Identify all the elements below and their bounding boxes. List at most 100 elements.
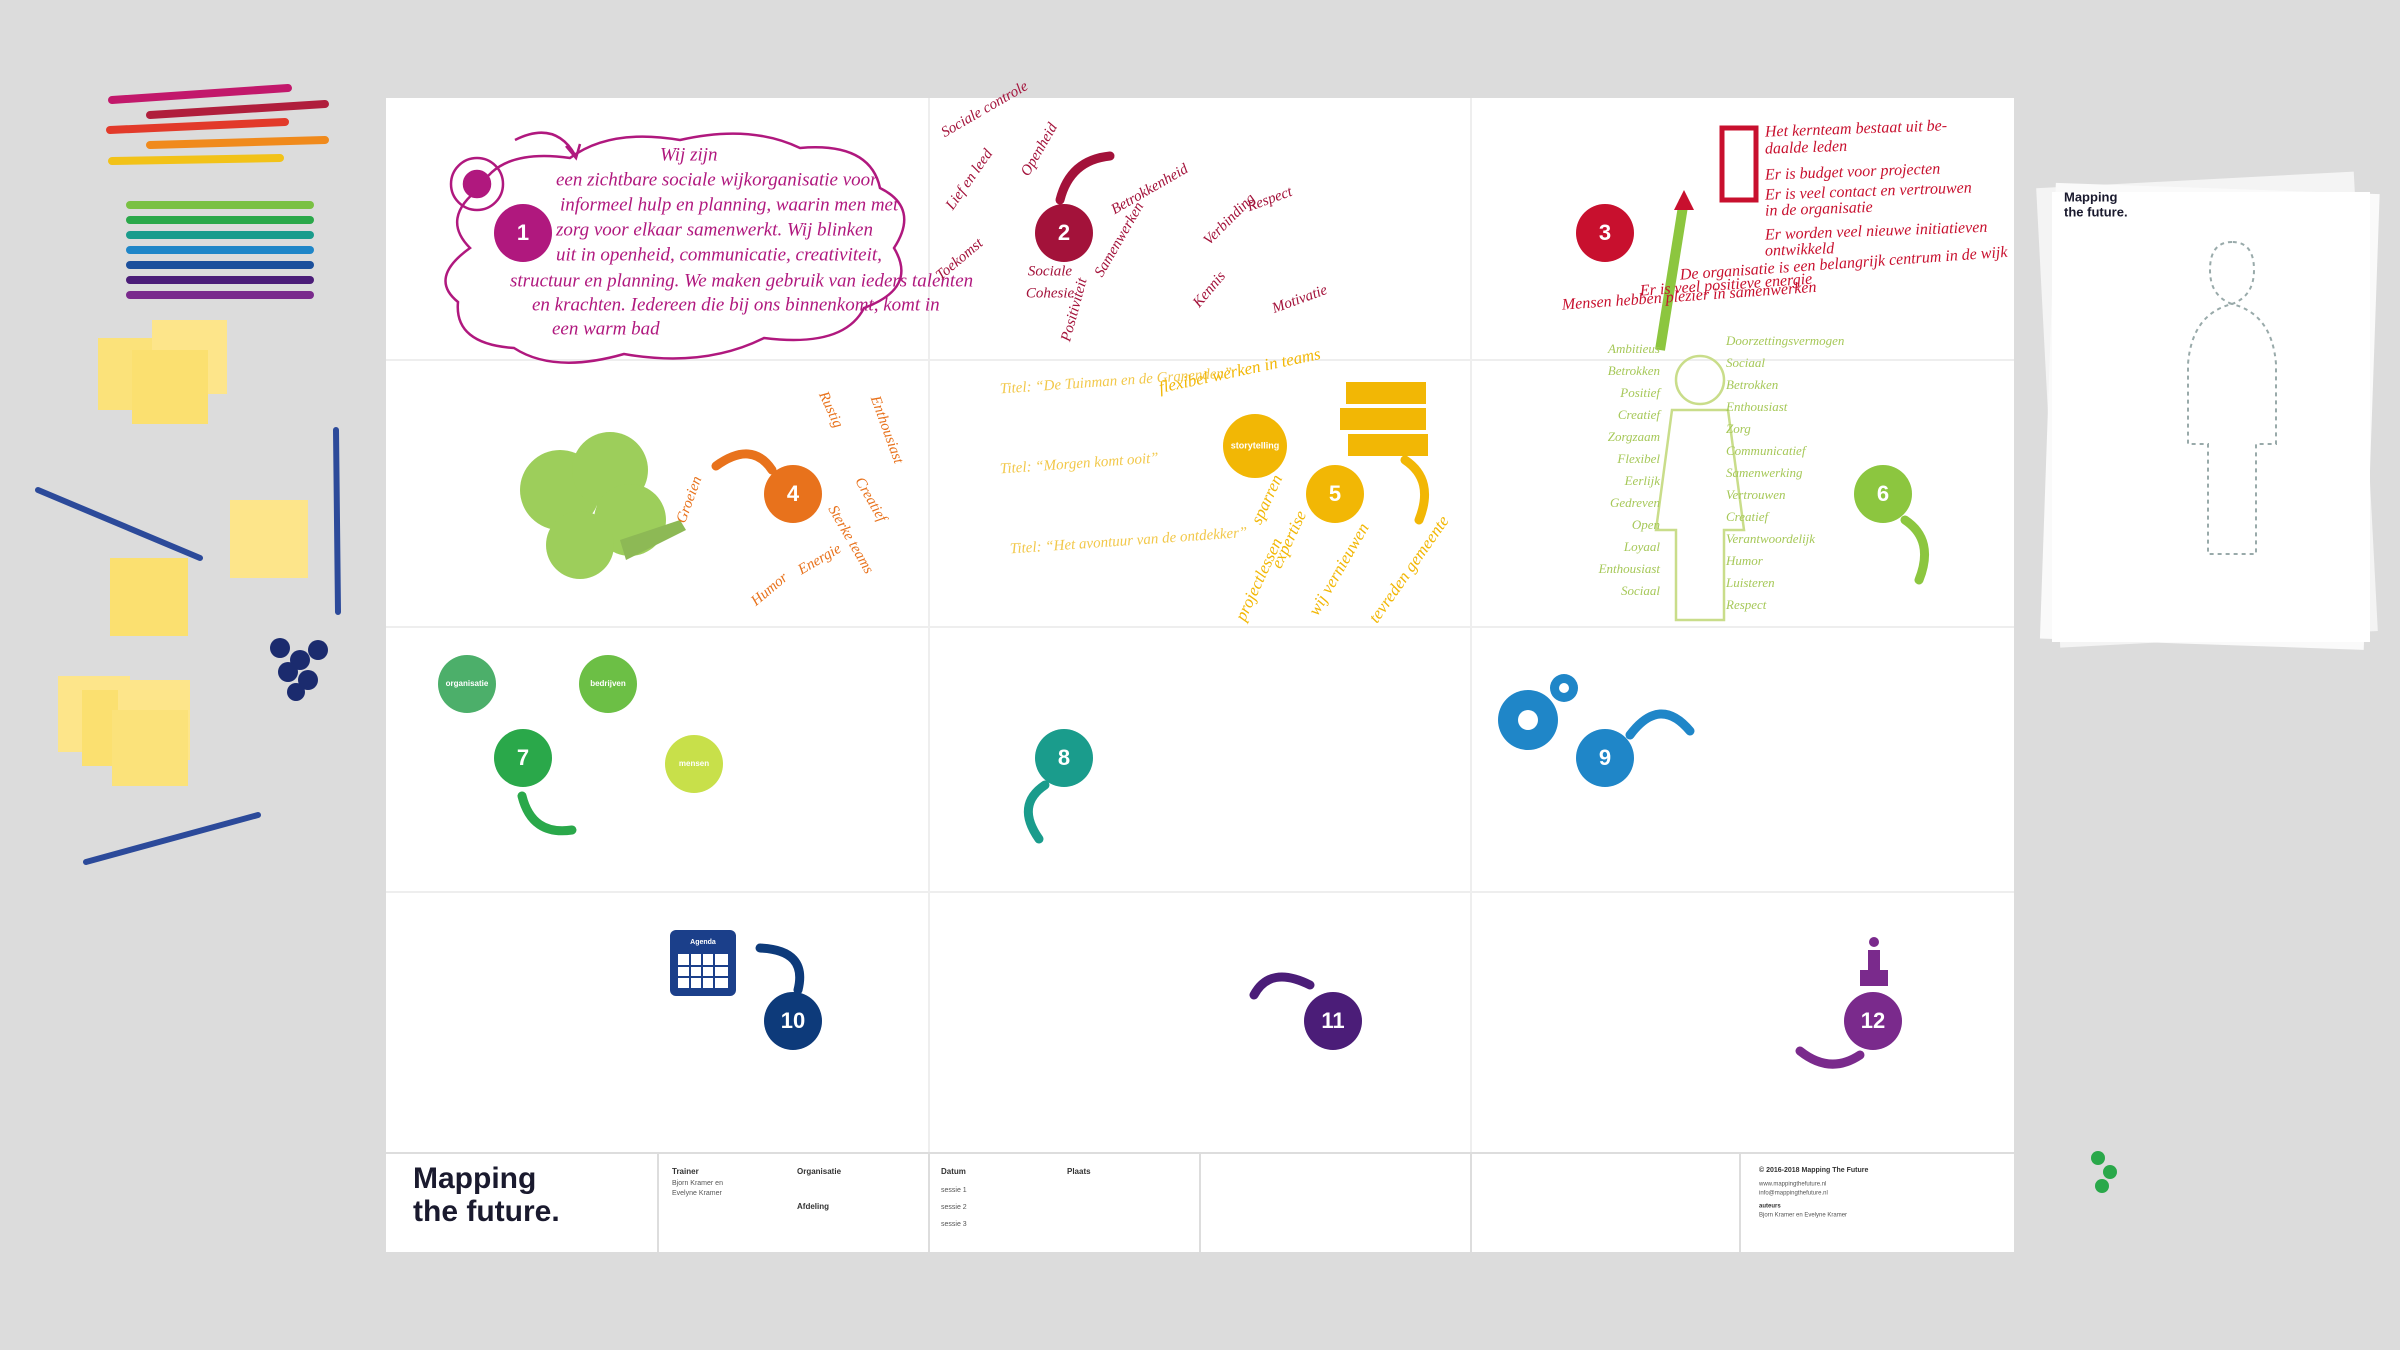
quality-word: Sociaal xyxy=(1621,583,1660,598)
step-number: 3 xyxy=(1599,220,1611,245)
step-arrow xyxy=(1249,972,1315,1000)
step-circle xyxy=(1854,465,1912,523)
mission-line: een warm bad xyxy=(552,318,660,339)
poster xyxy=(386,98,2014,1252)
ambition-line: ontwikkeld xyxy=(1765,240,1836,259)
quality-word: Enthousiast xyxy=(1598,561,1661,576)
step-arrow xyxy=(1400,455,1430,525)
calendar-label: Agenda xyxy=(690,939,716,946)
quality-word: Zorg xyxy=(1726,421,1751,436)
quality-word: Verantwoordelijk xyxy=(1726,531,1815,546)
sheet-title: the future. xyxy=(2064,204,2128,219)
tree xyxy=(520,432,686,579)
gears xyxy=(1498,674,1578,750)
footer-label: Organisatie xyxy=(797,1167,842,1176)
storytelling-circle xyxy=(1223,414,1287,478)
step-arrows xyxy=(517,151,1930,1069)
sheets xyxy=(2036,171,2380,650)
step-arrow xyxy=(517,791,577,836)
step-arrow xyxy=(711,449,777,475)
step-arrow xyxy=(1900,515,1930,585)
quality-word: Creatief xyxy=(1726,509,1771,524)
step-number: 8 xyxy=(1058,745,1070,770)
step-number: 10 xyxy=(781,1008,805,1033)
mission-line: zorg voor elkaar samenwerkt. Wij blinken xyxy=(555,219,873,240)
mission-line: informeel hulp en planning, waarin men m… xyxy=(560,194,899,215)
stakeholder-label: mensen xyxy=(679,759,709,768)
ambition-line: daalde leden xyxy=(1765,138,1848,158)
stakeholder-label: bedrijven xyxy=(590,679,626,688)
panel-grid xyxy=(386,98,2014,1153)
footer-label: Plaats xyxy=(1067,1167,1091,1176)
step-arrow xyxy=(1625,709,1695,740)
footer-label: Afdeling xyxy=(797,1202,829,1211)
step-circle xyxy=(764,992,822,1050)
ambition-line: Het kernteam bestaat uit be- xyxy=(1764,117,1948,140)
calendar-icon xyxy=(670,930,736,996)
quality-word: Ambitieus xyxy=(1607,341,1660,356)
quality-word: Flexibel xyxy=(1616,451,1660,466)
quality-word: Open xyxy=(1632,517,1660,532)
footer-label: Trainer xyxy=(672,1167,699,1176)
step-circle xyxy=(1306,465,1364,523)
step-number: 5 xyxy=(1329,481,1341,506)
stakeholder-circle xyxy=(665,735,723,793)
ambition-line: Er is budget voor projecten xyxy=(1764,161,1941,184)
door-icon xyxy=(1655,125,1759,351)
footer-lines xyxy=(386,1152,2014,1252)
books xyxy=(1340,382,1428,456)
quality-word: Creatief xyxy=(1618,407,1663,422)
step-circle xyxy=(1576,729,1634,787)
step-number: 11 xyxy=(1321,1008,1344,1033)
quality-word: Humor xyxy=(1725,553,1764,568)
mission-line: Wij zijn xyxy=(660,144,718,165)
footer-label: auteurs xyxy=(1759,1204,1781,1210)
cloud xyxy=(444,131,906,364)
cake-icon xyxy=(1860,937,1888,986)
quality-word: Doorzettingsvermogen xyxy=(1725,333,1844,348)
stakeholder-circle xyxy=(579,655,637,713)
step-circle xyxy=(494,729,552,787)
step-number: 7 xyxy=(517,745,529,770)
footer-label: Datum xyxy=(941,1167,966,1176)
quality-word: Vertrouwen xyxy=(1726,487,1785,502)
step-circle xyxy=(494,204,552,262)
sticky-notes xyxy=(58,320,308,786)
step-number: 9 xyxy=(1599,745,1611,770)
quality-word: Sociaal xyxy=(1726,355,1765,370)
sheet-title: Mapping xyxy=(2064,189,2117,204)
stakeholder-label: organisatie xyxy=(446,679,489,688)
step-number: 12 xyxy=(1861,1008,1885,1033)
step-number: 6 xyxy=(1877,481,1889,506)
ambition-line: in de organisatie xyxy=(1765,199,1873,220)
footer-logo: the future. xyxy=(413,1195,560,1228)
footer-text: Bjorn Kramer en Evelyne Kramer xyxy=(1759,1213,1847,1219)
step-number: 1 xyxy=(517,220,529,245)
person-outline xyxy=(1654,354,1746,622)
footer-text: © 2016-2018 Mapping The Future xyxy=(1759,1166,1869,1174)
step-circle xyxy=(1035,204,1093,262)
value-word: Sociale xyxy=(1028,263,1072,279)
footer-text: sessie 3 xyxy=(941,1221,967,1228)
quality-word: Betrokken xyxy=(1726,377,1778,392)
step-circle xyxy=(764,465,822,523)
step-number: 4 xyxy=(787,481,800,506)
footer-text: Evelyne Kramer xyxy=(672,1190,722,1197)
step-circle xyxy=(1844,992,1902,1050)
step-arrow xyxy=(1023,780,1050,844)
quality-word: Eerlijk xyxy=(1624,473,1661,488)
step-arrow xyxy=(1795,1046,1865,1069)
footer-text: sessie 1 xyxy=(941,1187,967,1194)
storytelling-label: storytelling xyxy=(1231,440,1280,450)
footer-logo: Mapping xyxy=(413,1162,536,1195)
quality-word: Betrokken xyxy=(1608,363,1660,378)
step-arrow xyxy=(755,943,805,995)
step-circle xyxy=(1304,992,1362,1050)
mission-line: structuur en planning. We maken gebruik … xyxy=(510,270,973,291)
mission-line: uit in openheid, communicatie, creativit… xyxy=(556,244,882,265)
footer-text: sessie 2 xyxy=(941,1204,967,1211)
mission-line: en krachten. Iedereen die bij ons binnen… xyxy=(532,294,940,315)
quality-word: Enthousiast xyxy=(1725,399,1788,414)
